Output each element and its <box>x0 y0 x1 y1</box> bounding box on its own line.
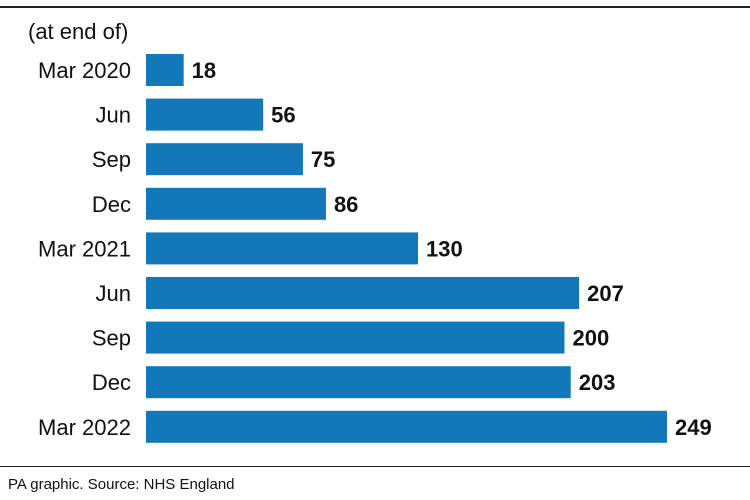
category-label-4-mar-2021: Mar 2021 <box>38 236 131 261</box>
bar-4-mar-2021 <box>146 232 419 265</box>
category-label-6-sep: Sep <box>92 326 131 351</box>
category-label-3-dec: Dec <box>92 192 131 217</box>
bottom-rule <box>0 466 750 467</box>
value-label-4: 130 <box>426 236 463 261</box>
bar-0-mar-2020 <box>146 54 184 86</box>
value-label-5: 207 <box>587 281 624 306</box>
top-rule <box>0 6 750 8</box>
value-label-1: 56 <box>271 103 295 128</box>
bar-8-mar-2022 <box>146 410 667 443</box>
value-label-7: 203 <box>579 370 616 395</box>
category-label-2-sep: Sep <box>92 147 131 172</box>
category-label-7-dec: Dec <box>92 370 131 395</box>
category-label-8-mar-2022: Mar 2022 <box>38 415 131 440</box>
category-label-1-jun: Jun <box>96 103 131 128</box>
bar-7-dec <box>146 366 571 399</box>
bar-5-jun <box>146 277 580 309</box>
value-label-6: 200 <box>572 326 609 351</box>
value-label-8: 249 <box>675 415 712 440</box>
bar-3-dec <box>146 187 326 220</box>
source-credit: PA graphic. Source: NHS England <box>8 476 235 493</box>
value-label-2: 75 <box>311 147 335 172</box>
value-label-0: 18 <box>192 58 216 83</box>
chart-subtitle: (at end of) <box>28 19 129 44</box>
bar-6-sep <box>146 321 565 354</box>
category-label-0-mar-2020: Mar 2020 <box>38 58 131 83</box>
value-label-3: 86 <box>334 192 358 217</box>
bar-1-jun <box>146 98 264 131</box>
category-label-5-jun: Jun <box>96 281 131 306</box>
bar-2-sep <box>146 143 303 176</box>
